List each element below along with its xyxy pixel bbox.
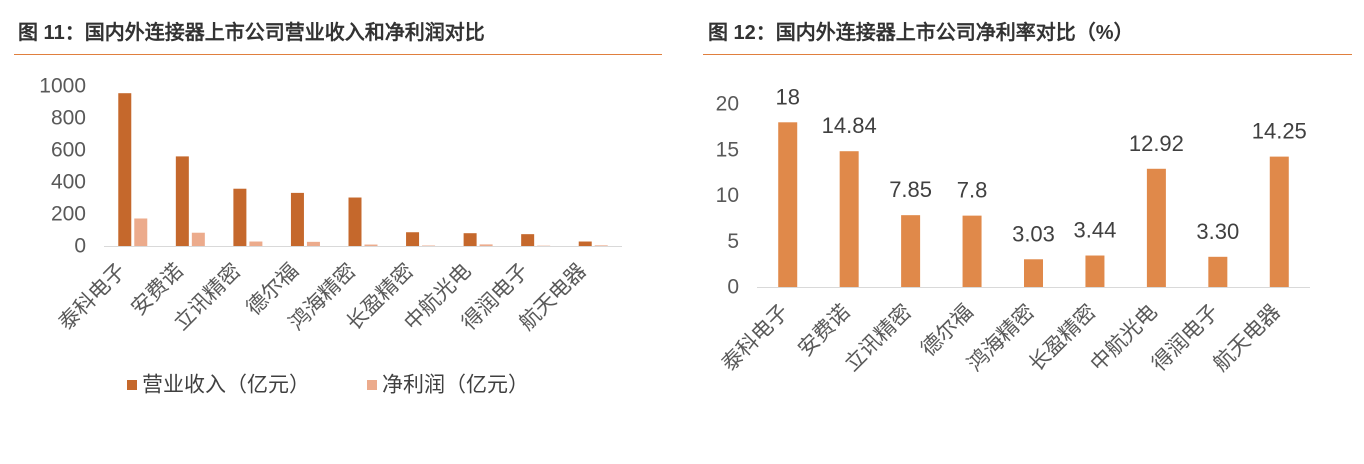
net-margin-bar (962, 215, 982, 287)
y-tick-label: 5 (727, 230, 739, 253)
data-label: 7.85 (889, 177, 932, 202)
net-margin-bar (1085, 255, 1105, 287)
data-label: 14.84 (822, 113, 877, 138)
x-category-label: 泰科电子 (55, 259, 131, 335)
x-category-label: 泰科电子 (718, 300, 794, 376)
y-tick-label: 200 (51, 203, 86, 226)
net-profit-bar (191, 232, 205, 246)
revenue-bar (578, 241, 592, 246)
revenue-bar (406, 232, 420, 246)
legend-label: 净利润（亿元） (382, 374, 529, 397)
net-margin-bar (1208, 256, 1228, 287)
x-category-label: 长盈精密 (1025, 300, 1101, 376)
data-label: 12.92 (1129, 131, 1184, 156)
y-tick-label: 600 (51, 139, 86, 162)
y-tick-label: 800 (51, 107, 86, 130)
data-label: 14.25 (1252, 119, 1307, 144)
revenue-bar (463, 233, 477, 246)
x-category-label: 安费诺 (794, 300, 855, 361)
y-tick-label: 400 (51, 171, 86, 194)
figure-11-title-rule (14, 54, 662, 55)
x-category-label: 德尔福 (917, 300, 978, 361)
figure-12-title: 图 12：国内外连接器上市公司净利率对比（%） (708, 22, 1134, 44)
x-category-label: 得润电子 (1148, 300, 1224, 376)
x-category-label: 中航光电 (1086, 300, 1162, 376)
y-tick-label: 0 (727, 276, 739, 299)
net-profit-bar (364, 244, 378, 246)
revenue-bar (521, 234, 535, 246)
revenue-bar (233, 188, 247, 246)
data-label: 7.8 (957, 178, 988, 203)
net-margin-bar (901, 215, 921, 287)
revenue-bar (348, 197, 362, 246)
figure-11-title: 图 11：国内外连接器上市公司营业收入和净利润对比 (18, 22, 485, 44)
y-tick-label: 10 (716, 184, 739, 207)
legend-marker (367, 380, 377, 390)
revenue-bar (175, 156, 189, 246)
data-label: 3.44 (1074, 218, 1117, 243)
net-profit-bar (249, 241, 263, 246)
net-profit-bar (134, 218, 148, 246)
data-label: 18 (775, 84, 799, 109)
legend-marker (127, 380, 137, 390)
x-category-label: 立讯精密 (840, 300, 916, 376)
y-tick-label: 0 (74, 235, 86, 258)
revenue-profit-chart: 02004006008001000泰科电子安费诺立讯精密德尔福鸿海精密长盈精密中… (39, 75, 622, 397)
net-profit-bar (306, 241, 320, 246)
x-category-label: 航天电器 (1209, 300, 1285, 376)
x-category-label: 鸿海精密 (963, 300, 1039, 376)
net-margin-bar (1269, 156, 1289, 287)
net-margin-bar (839, 151, 859, 287)
figure-12-title-rule (703, 54, 1352, 55)
legend-label: 营业收入（亿元） (142, 374, 310, 397)
data-label: 3.03 (1012, 221, 1055, 246)
y-tick-label: 1000 (39, 75, 86, 98)
revenue-bar (118, 93, 132, 246)
net-margin-bar (1146, 168, 1166, 287)
net-margin-bar (778, 122, 798, 287)
net-margin-bar (1024, 259, 1043, 287)
data-label: 3.30 (1196, 219, 1239, 244)
revenue-bar (290, 192, 304, 246)
y-tick-label: 15 (716, 138, 739, 161)
y-tick-label: 20 (716, 93, 739, 116)
net-profit-bar (479, 244, 493, 246)
net-profit-bar (594, 245, 608, 246)
